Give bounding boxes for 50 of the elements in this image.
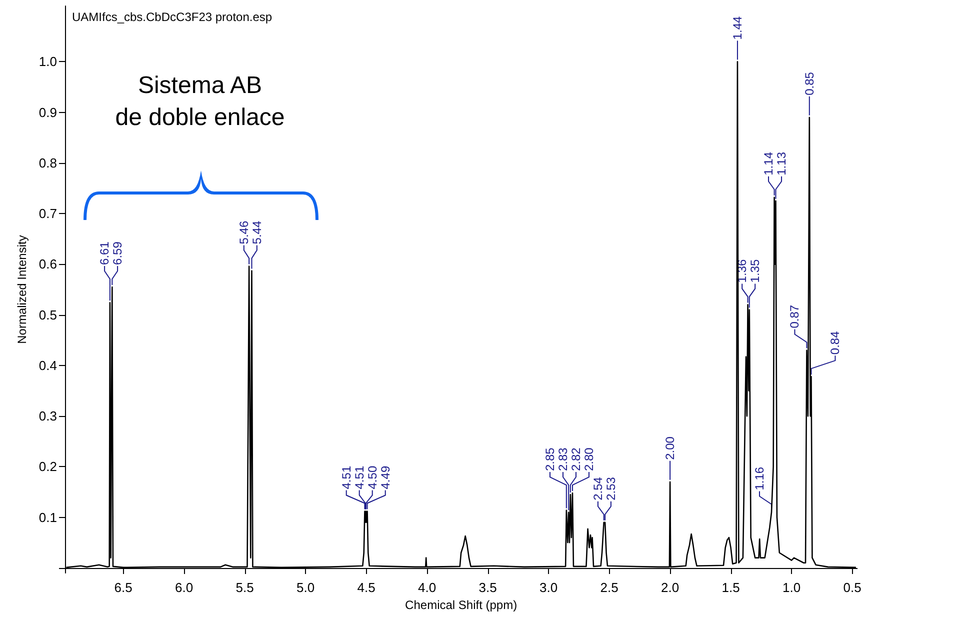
y-tick-label: 0.2: [38, 459, 57, 474]
annotation: 4.50: [365, 466, 380, 490]
x-tick-label: 5.0: [296, 580, 315, 595]
annotation: 1.13: [774, 152, 789, 176]
annotation: Sistema AB de doble enlace: [114, 71, 286, 133]
annotation: 6.61: [98, 241, 112, 265]
annotation: 2.83: [556, 447, 570, 472]
x-tick-label: 2.0: [661, 580, 680, 595]
annotation: 5.44: [250, 220, 264, 244]
annotation: 6.59: [110, 241, 125, 265]
annotation: 5.46: [236, 220, 251, 244]
annotation: 2.54: [590, 476, 605, 500]
x-tick-label: 4.5: [357, 580, 376, 595]
y-tick-label: 0.9: [38, 104, 57, 120]
annotation: 2.80: [582, 447, 596, 472]
annotation: 1.44: [730, 16, 744, 40]
x-tick-label: 3.0: [540, 580, 558, 595]
x-tick-label: 2.5: [600, 580, 618, 595]
y-axis-title: Normalized Intensity: [15, 235, 30, 344]
x-tick-label: 5.5: [236, 580, 254, 595]
y-tick-label: 0.3: [38, 408, 57, 424]
y-tick-label: 0.5: [38, 307, 57, 322]
x-tick-label: 1.0: [782, 580, 801, 595]
x-tick-label: 4.0: [418, 580, 436, 595]
annotation: 0.87: [788, 304, 802, 328]
y-tick-label: 0.4: [38, 358, 57, 373]
annotation: 0.85: [802, 72, 816, 96]
x-tick-label: 0.5: [843, 580, 862, 595]
annotation: 4.51: [339, 466, 354, 490]
x-tick-label: 1.5: [722, 580, 740, 595]
annotation: 1.14: [762, 152, 776, 176]
x-tick-label: 3.5: [478, 580, 497, 595]
annotation: 4.49: [378, 466, 392, 490]
annotation: 2.53: [604, 476, 618, 500]
x-tick-label: 6.5: [114, 580, 132, 595]
x-axis-title: Chemical Shift (ppm): [405, 598, 518, 612]
annotation: 1.35: [748, 259, 762, 283]
y-tick-label: 1.0: [38, 54, 57, 70]
chart-title: UAMIfcs_cbs.CbDcC3F23 proton.esp: [72, 10, 272, 24]
y-tick-label: 0.1: [38, 510, 57, 525]
x-tick-label: 6.0: [175, 580, 194, 595]
y-tick-label: 0.8: [38, 155, 57, 170]
annotation: 4.51: [352, 466, 366, 490]
annotation: 0.84: [828, 330, 842, 355]
annotation: 2.85: [542, 447, 557, 472]
y-tick-label: 0.7: [38, 206, 57, 222]
annotation: 2.82: [568, 447, 583, 472]
annotation: 1.16: [752, 466, 766, 490]
y-tick-label: 0.6: [38, 256, 57, 272]
annotation: 2.00: [663, 436, 678, 460]
